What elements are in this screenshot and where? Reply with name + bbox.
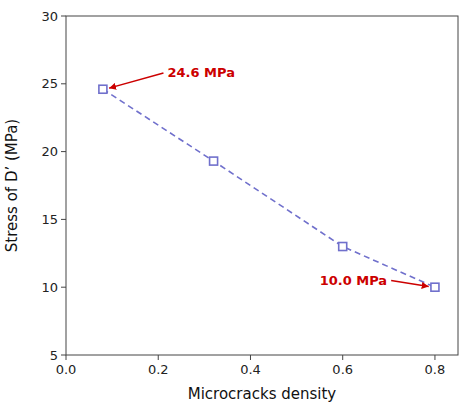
- y-tick: [61, 151, 66, 152]
- annotation-text: 24.6 MPa: [167, 65, 235, 80]
- y-tick: [61, 287, 66, 288]
- y-tick: [61, 83, 66, 84]
- data-point: [431, 283, 439, 291]
- y-tick-label: 20: [41, 144, 58, 159]
- data-point: [210, 157, 218, 165]
- x-axis-label: Microcracks density: [188, 385, 337, 403]
- y-tick-label: 15: [41, 212, 58, 227]
- annotation-arrow: [109, 73, 163, 88]
- data-point: [99, 85, 107, 93]
- data-group: [99, 85, 439, 291]
- chart: 0.0 0.2 0.4 0.6 0.8 5 10 15 20 25 30 Microcracks de…: [0, 0, 474, 409]
- annotation-arrow: [391, 280, 429, 286]
- y-tick-label: 30: [41, 9, 58, 24]
- y-tick-label: 5: [50, 348, 58, 363]
- x-tick: [66, 355, 67, 360]
- x-tick-label: 0.8: [425, 362, 446, 377]
- x-tick: [342, 355, 343, 360]
- x-tick-label: 0.6: [332, 362, 353, 377]
- y-tick: [61, 219, 66, 220]
- plot-frame: [66, 16, 458, 355]
- y-axis-label: Stress of D’ (MPa): [3, 119, 21, 252]
- data-line: [103, 89, 435, 287]
- annotation-text: 10.0 MPa: [320, 273, 388, 288]
- y-tick: [61, 16, 66, 17]
- y-tick-label: 25: [41, 76, 58, 91]
- x-tick-label: 0.0: [56, 362, 77, 377]
- data-point: [339, 243, 347, 251]
- x-tick: [250, 355, 251, 360]
- x-tick-label: 0.4: [240, 362, 261, 377]
- y-tick-label: 10: [41, 280, 58, 295]
- x-tick: [434, 355, 435, 360]
- y-tick: [61, 355, 66, 356]
- x-tick-label: 0.2: [148, 362, 169, 377]
- x-tick: [158, 355, 159, 360]
